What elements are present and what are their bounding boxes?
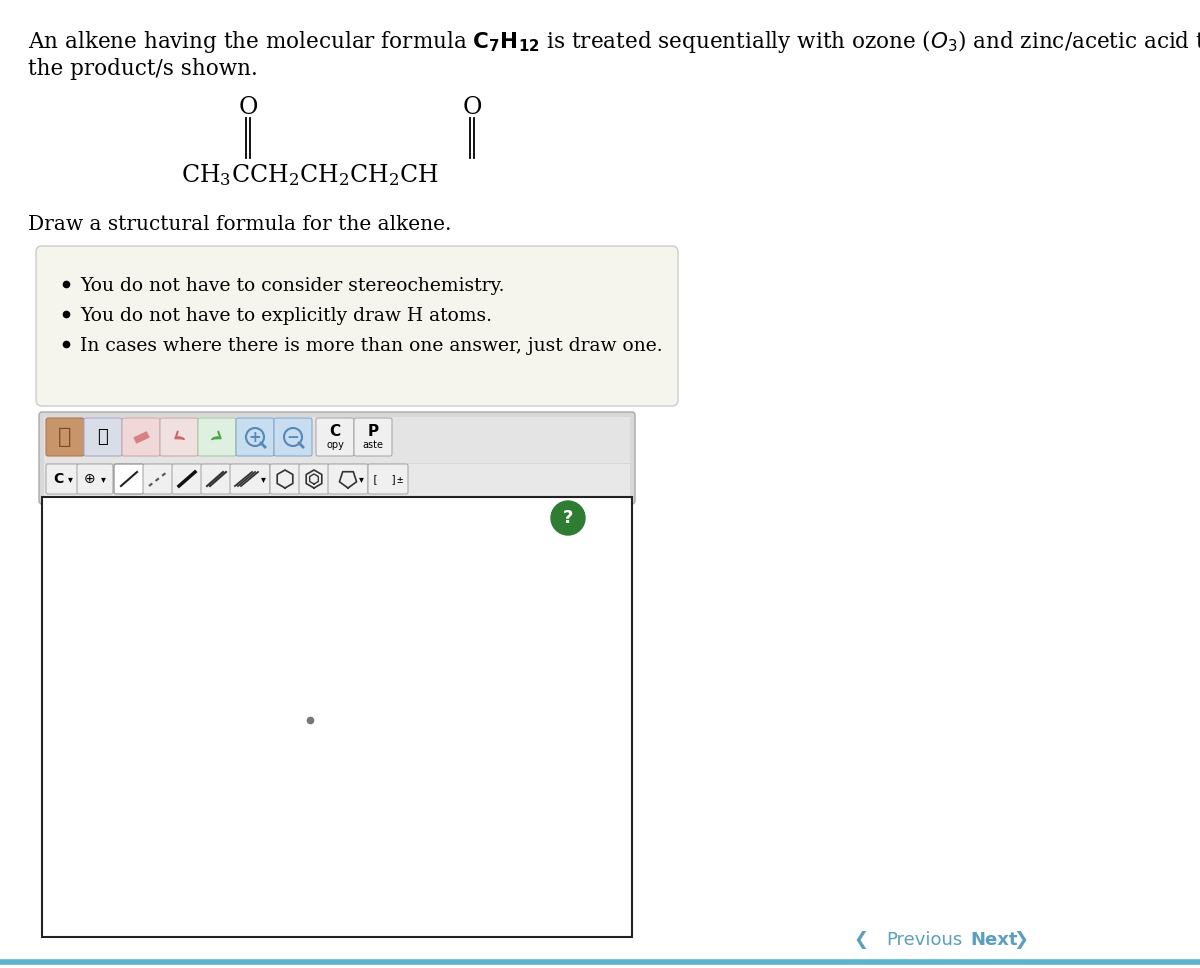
FancyBboxPatch shape (84, 418, 122, 456)
FancyBboxPatch shape (122, 418, 160, 456)
Bar (44, 417, 630, 463)
Text: Next: Next (970, 931, 1018, 949)
Text: aste: aste (362, 440, 384, 450)
FancyBboxPatch shape (316, 418, 354, 456)
Text: Previous: Previous (886, 931, 962, 949)
Text: In cases where there is more than one answer, just draw one.: In cases where there is more than one an… (80, 337, 662, 355)
Text: ❮: ❮ (854, 931, 869, 949)
Circle shape (551, 501, 586, 535)
Text: ▾: ▾ (67, 474, 72, 484)
FancyBboxPatch shape (38, 412, 635, 504)
Text: O: O (239, 97, 258, 119)
Bar (44, 464, 630, 500)
FancyBboxPatch shape (328, 464, 368, 494)
FancyBboxPatch shape (299, 464, 329, 494)
FancyBboxPatch shape (274, 418, 312, 456)
Text: the product/s shown.: the product/s shown. (28, 58, 258, 80)
FancyBboxPatch shape (36, 246, 678, 406)
FancyBboxPatch shape (77, 464, 113, 494)
FancyBboxPatch shape (172, 464, 202, 494)
Text: ▬: ▬ (128, 424, 154, 448)
FancyBboxPatch shape (230, 464, 270, 494)
Text: [  ]±: [ ]± (372, 474, 403, 484)
Text: ?: ? (563, 509, 574, 527)
FancyBboxPatch shape (354, 418, 392, 456)
Text: ▾: ▾ (359, 474, 364, 484)
Text: 🧪: 🧪 (97, 428, 108, 446)
Text: ✋: ✋ (59, 427, 72, 447)
FancyBboxPatch shape (270, 464, 300, 494)
FancyBboxPatch shape (114, 464, 144, 494)
Text: O: O (462, 97, 481, 119)
Text: You do not have to consider stereochemistry.: You do not have to consider stereochemis… (80, 277, 504, 295)
Text: C: C (330, 424, 341, 439)
Text: Draw a structural formula for the alkene.: Draw a structural formula for the alkene… (28, 215, 451, 234)
Text: C: C (53, 472, 64, 486)
FancyBboxPatch shape (202, 464, 230, 494)
Bar (42, 497, 632, 937)
Text: An alkene having the molecular formula $\bf{C_7H_{12}}$ is treated sequentially : An alkene having the molecular formula $… (28, 28, 1200, 55)
Text: −: − (287, 430, 299, 444)
Text: You do not have to explicitly draw H atoms.: You do not have to explicitly draw H ato… (80, 307, 492, 325)
Text: P: P (367, 424, 378, 439)
FancyBboxPatch shape (368, 464, 408, 494)
Text: ▾: ▾ (101, 474, 106, 484)
Text: $\mathregular{CH_3CCH_2CH_2CH_2CH}$: $\mathregular{CH_3CCH_2CH_2CH_2CH}$ (181, 162, 439, 188)
FancyBboxPatch shape (46, 464, 78, 494)
FancyBboxPatch shape (46, 418, 84, 456)
FancyBboxPatch shape (143, 464, 173, 494)
FancyBboxPatch shape (198, 418, 236, 456)
Text: ▾: ▾ (260, 474, 265, 484)
Text: ❯: ❯ (1013, 931, 1028, 949)
Text: +: + (248, 430, 262, 444)
Text: ⊕: ⊕ (84, 472, 96, 486)
FancyBboxPatch shape (236, 418, 274, 456)
Text: opy: opy (326, 440, 344, 450)
FancyBboxPatch shape (160, 418, 198, 456)
